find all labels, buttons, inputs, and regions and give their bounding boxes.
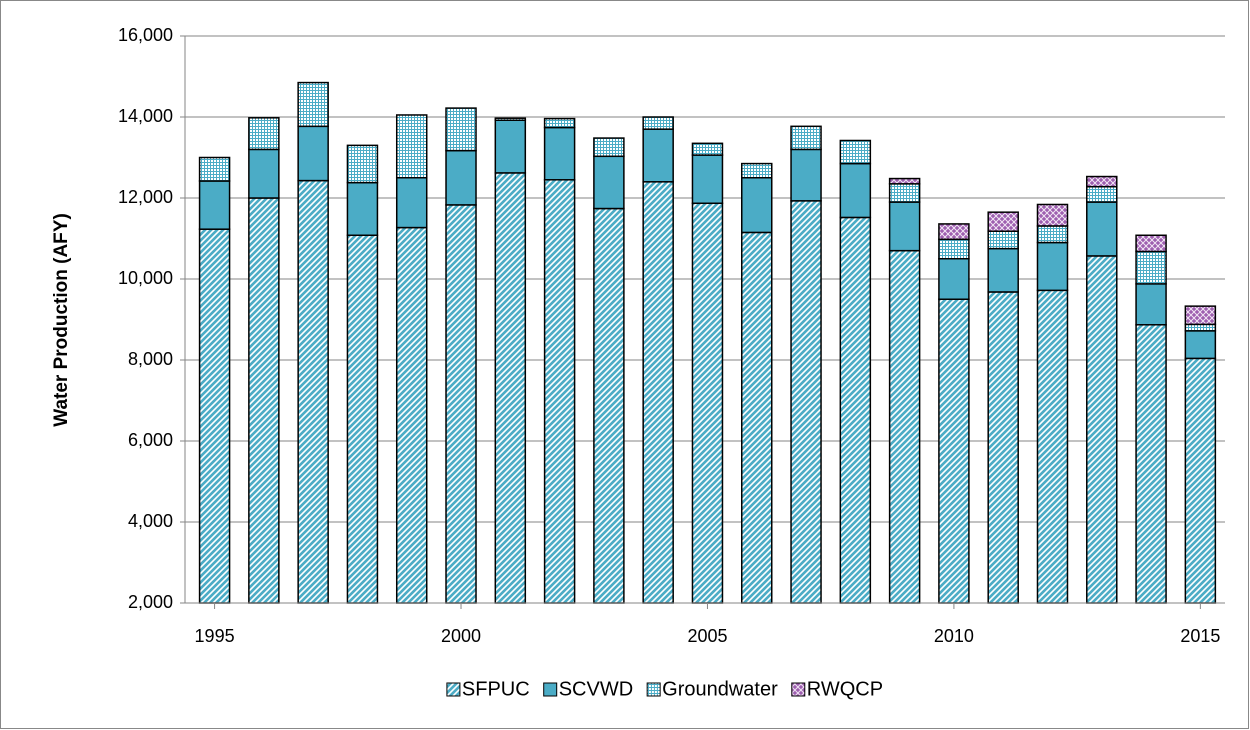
bar-segment xyxy=(395,226,428,604)
legend-label: SFPUC xyxy=(462,678,530,700)
y-tick-label: 16,000 xyxy=(118,25,173,45)
bar-segment xyxy=(642,128,674,183)
bar-segment xyxy=(1135,234,1167,253)
bar-segment xyxy=(248,197,280,604)
y-tick-label: 6,000 xyxy=(128,430,173,450)
x-tick-label: 1995 xyxy=(195,626,235,646)
bar-segment xyxy=(888,177,921,185)
bar-segment xyxy=(593,155,625,210)
bar-segment xyxy=(790,200,822,604)
legend-swatch xyxy=(646,682,661,697)
bar-segment xyxy=(543,179,576,604)
bar-segment xyxy=(395,114,428,179)
bar-segment xyxy=(938,223,970,241)
bar-segment xyxy=(248,148,280,199)
y-tick-label: 10,000 xyxy=(118,268,173,288)
x-tick-label: 2010 xyxy=(934,626,974,646)
bar-segment xyxy=(198,156,231,182)
bar-segment xyxy=(1184,305,1217,326)
bar-segment xyxy=(395,177,428,229)
legend: SFPUC SCVWD Groundwater RWQCP xyxy=(446,678,883,700)
bar-segment xyxy=(543,126,576,181)
bar-segment xyxy=(839,216,872,604)
bar-segment xyxy=(445,107,477,152)
y-tick-label: 12,000 xyxy=(118,187,173,207)
bar-segment xyxy=(445,204,477,604)
bar-segment xyxy=(839,162,872,219)
bar-segment xyxy=(346,181,379,237)
bar-segment xyxy=(938,258,970,300)
bar-segment xyxy=(297,81,329,128)
y-tick-label: 4,000 xyxy=(128,511,173,531)
bar-segment xyxy=(494,117,527,121)
bar-segment xyxy=(1036,241,1069,292)
bar-segment xyxy=(593,137,625,158)
bar-segment xyxy=(790,125,822,151)
bar-segment xyxy=(938,238,970,260)
x-tick-label: 2000 xyxy=(441,626,481,646)
bar-segment xyxy=(1184,357,1217,604)
bar-segment xyxy=(1086,175,1118,188)
y-tick-label: 8,000 xyxy=(128,349,173,369)
bar-segment xyxy=(987,291,1019,604)
bar-segment xyxy=(1135,250,1167,285)
bar-segment xyxy=(297,125,329,182)
bar-segment xyxy=(1086,185,1118,203)
bar-segment xyxy=(1184,330,1217,360)
bar-segment xyxy=(198,228,231,604)
bar-segment xyxy=(248,117,280,151)
bar-segment xyxy=(1036,203,1069,227)
bar-segment xyxy=(938,298,970,604)
bar-segment xyxy=(1086,255,1118,604)
bar-segment xyxy=(543,117,576,129)
legend-swatch xyxy=(446,682,461,697)
y-tick-label: 14,000 xyxy=(118,106,173,126)
bar-segment xyxy=(691,154,724,205)
legend-label: Groundwater xyxy=(662,678,778,700)
bar-segment xyxy=(691,202,724,604)
bar-segment xyxy=(888,201,921,252)
bar-segment xyxy=(297,179,329,604)
bar-segment xyxy=(1184,323,1217,332)
legend-swatch xyxy=(543,682,558,697)
x-tick-label: 2015 xyxy=(1180,626,1220,646)
bar-segment xyxy=(987,211,1019,232)
bar-segment xyxy=(642,181,674,604)
bar-segment xyxy=(741,162,773,179)
bar-segment xyxy=(888,249,921,604)
legend-label: SCVWD xyxy=(559,678,633,700)
bar-segment xyxy=(1135,283,1167,326)
bar-segment xyxy=(888,183,921,203)
bar-segment xyxy=(494,172,527,604)
bar-segment xyxy=(1036,289,1069,604)
bar-segment xyxy=(346,234,379,604)
y-tick-label: 2,000 xyxy=(128,592,173,612)
bar-segment xyxy=(790,148,822,202)
bar-segment xyxy=(741,177,773,234)
bar-segment xyxy=(987,230,1019,250)
bar-segment xyxy=(1135,324,1167,604)
bar-segment xyxy=(346,144,379,184)
x-tick-label: 2005 xyxy=(687,626,727,646)
y-axis-label: Water Production (AFY) xyxy=(51,213,72,427)
bar-segment xyxy=(1086,201,1118,257)
bar-segment xyxy=(642,116,674,130)
bar-segment xyxy=(593,207,625,604)
bar-segment xyxy=(691,142,724,156)
legend-label: RWQCP xyxy=(807,678,883,700)
legend-swatch xyxy=(791,682,806,697)
bar-segment xyxy=(1036,225,1069,244)
bar-segment xyxy=(494,119,527,174)
bar-segment xyxy=(198,180,231,230)
bar-segment xyxy=(741,231,773,604)
bar-segment xyxy=(839,139,872,165)
bar-segment xyxy=(987,247,1019,293)
bar-segment xyxy=(445,149,477,206)
